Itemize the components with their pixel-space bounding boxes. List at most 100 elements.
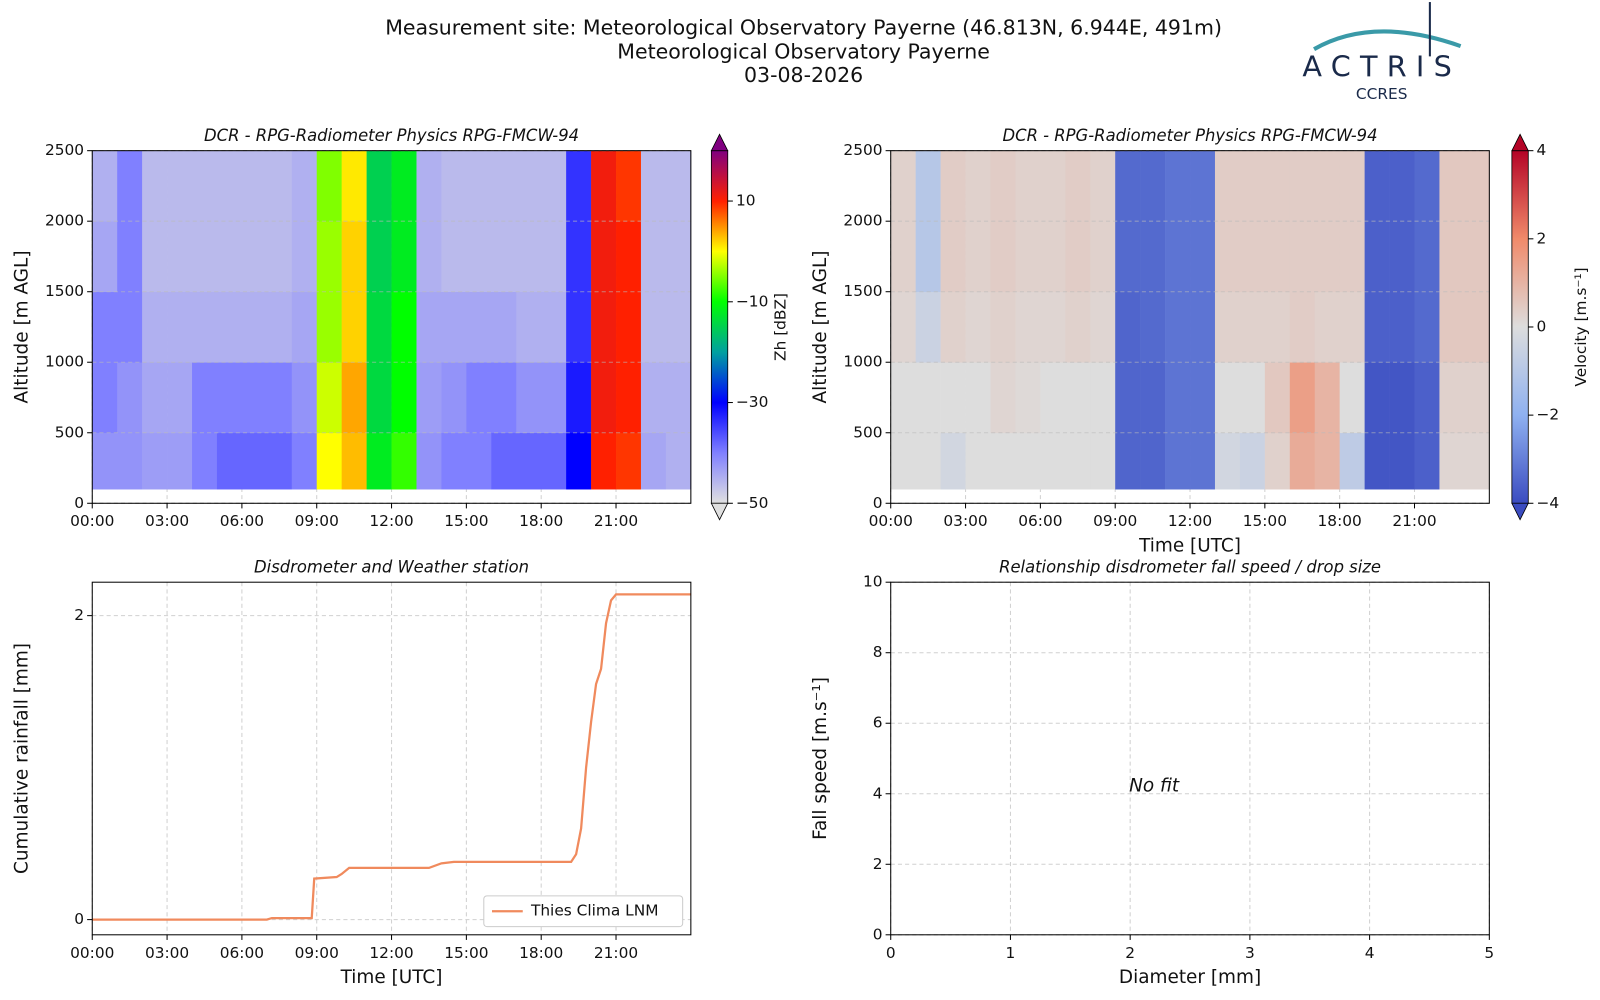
y-axis-label: Cumulative rainfall [mm]	[12, 643, 33, 874]
heatmap-cell	[965, 362, 991, 434]
colorbar-extend	[1511, 133, 1529, 152]
y-tick-label: 0	[74, 494, 84, 512]
x-tick-label: 06:00	[220, 512, 264, 530]
heatmap-cell	[990, 150, 1016, 222]
y-tick-label: 8	[873, 643, 883, 661]
heatmap-cell	[616, 432, 642, 490]
heatmap-cell	[1165, 221, 1191, 293]
header-line: 03-08-2026	[744, 63, 863, 87]
heatmap-cell	[1414, 432, 1440, 490]
heatmap-cell	[541, 221, 567, 293]
heatmap-cell	[1190, 362, 1216, 434]
heatmap-cell	[1464, 291, 1490, 363]
heatmap-cell	[1314, 221, 1340, 293]
heatmap-cell	[1090, 362, 1116, 434]
heatmap-cell	[416, 150, 442, 222]
heatmap-cell	[566, 362, 592, 434]
x-tick-label: 21:00	[1392, 512, 1436, 530]
heatmap-cell	[341, 221, 367, 293]
heatmap-cell	[241, 291, 268, 363]
heatmap-cell	[1214, 291, 1241, 363]
y-tick-label: 0	[873, 494, 883, 512]
heatmap-cell	[1140, 432, 1166, 490]
x-tick-label: 00:00	[70, 944, 114, 962]
heatmap-cell	[1289, 432, 1316, 490]
plot-frame	[890, 581, 1490, 936]
heatmap-cell	[241, 221, 268, 293]
heatmap-cell	[541, 291, 567, 363]
heatmap-cell	[1015, 362, 1041, 434]
heatmap-cell	[491, 432, 517, 490]
chart-title: Relationship disdrometer fall speed / dr…	[999, 557, 1381, 576]
heatmap-cell	[441, 291, 467, 363]
heatmap-cell	[915, 291, 941, 363]
heatmap-cell	[1065, 362, 1091, 434]
x-tick-label: 03:00	[943, 512, 987, 530]
heatmap-cell	[316, 432, 342, 490]
heatmap-cell	[990, 362, 1016, 434]
heatmap-cell	[216, 150, 243, 222]
heatmap-cell	[1015, 432, 1041, 490]
heatmap-cell	[1090, 291, 1116, 363]
heatmap-cell	[466, 221, 492, 293]
heatmap-cell	[566, 291, 592, 363]
logo-arc	[1313, 29, 1462, 51]
heatmap-cell	[616, 221, 642, 293]
heatmap-cell	[541, 362, 567, 434]
heatmap-cell	[142, 432, 168, 490]
heatmap-cell	[1264, 432, 1291, 490]
heatmap-cell	[1339, 432, 1365, 490]
heatmap-cell	[142, 291, 168, 363]
heatmap-cell	[1314, 150, 1340, 222]
heatmap-cell	[1090, 221, 1116, 293]
y-tick-label: 4	[873, 784, 883, 802]
colorbar	[1511, 150, 1529, 504]
heatmap-cell	[391, 362, 417, 434]
heatmap-cell	[441, 150, 467, 222]
heatmap-cell	[466, 150, 492, 222]
header-line: Meteorological Observatory Payerne	[617, 39, 990, 63]
annotation: No fit	[1129, 776, 1180, 797]
heatmap-cell	[366, 291, 392, 363]
colorbar-tick-label: 4	[1536, 141, 1546, 159]
heatmap-cell	[915, 150, 941, 222]
colorbar	[710, 150, 729, 504]
heatmap-cell	[940, 362, 966, 434]
x-tick-label: 18:00	[519, 512, 563, 530]
heatmap-cell	[915, 432, 941, 490]
heatmap-cell	[1214, 432, 1241, 490]
heatmap-cell	[216, 221, 243, 293]
heatmap-cell	[1115, 291, 1141, 363]
x-tick-label: 21:00	[594, 512, 638, 530]
data-line	[92, 593, 691, 921]
heatmap-cell	[1314, 362, 1340, 434]
heatmap-cell	[665, 150, 692, 222]
heatmap-cell	[665, 221, 692, 293]
y-axis-label: Altitude [m AGL]	[12, 250, 33, 403]
heatmap-cell	[591, 432, 617, 490]
heatmap-cell	[541, 150, 567, 222]
heatmap-cell	[1090, 432, 1116, 490]
y-axis-label: Altitude [m AGL]	[810, 250, 831, 403]
heatmap-cell	[1165, 362, 1191, 434]
heatmap-cell	[591, 221, 617, 293]
y-axis-label: Fall speed [m.s⁻¹]	[810, 677, 831, 840]
x-tick-label: 12:00	[1168, 512, 1212, 530]
heatmap-cell	[291, 362, 318, 434]
heatmap-cell	[890, 432, 916, 490]
heatmap-cell	[1389, 221, 1415, 293]
x-tick-label: 1	[1006, 944, 1016, 962]
heatmap-cell	[291, 221, 318, 293]
heatmap-cell	[192, 150, 218, 222]
heatmap-cell	[142, 150, 168, 222]
heatmap-cell	[366, 432, 392, 490]
x-axis-label: Time [UTC]	[1138, 535, 1241, 556]
heatmap-cell	[491, 291, 517, 363]
heatmap-cell	[1115, 432, 1141, 490]
heatmap-cell	[316, 221, 342, 293]
heatmap-cell	[1464, 432, 1490, 490]
heatmap-cell	[241, 432, 268, 490]
x-tick-label: 0	[886, 944, 896, 962]
heatmap-cell	[1339, 150, 1365, 222]
